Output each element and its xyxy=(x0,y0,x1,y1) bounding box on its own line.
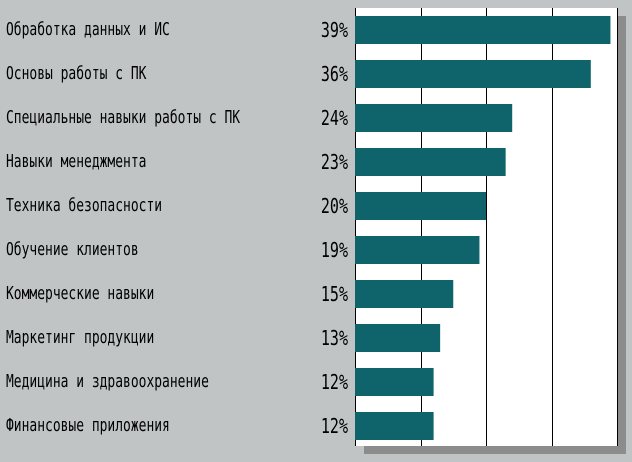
value-label: 12% xyxy=(320,370,348,394)
bar xyxy=(355,236,480,264)
value-label: 23% xyxy=(320,150,348,174)
category-label: Техника безопасности xyxy=(6,195,163,216)
bar xyxy=(355,324,441,352)
value-label: 39% xyxy=(320,18,348,42)
bar xyxy=(355,60,591,88)
bar xyxy=(355,192,486,220)
value-label: 24% xyxy=(320,106,348,130)
value-label: 20% xyxy=(320,194,348,218)
bar xyxy=(355,412,434,440)
category-label: Медицина и здравоохранение xyxy=(6,371,209,392)
bar xyxy=(355,368,434,396)
category-label: Специальные навыки работы с ПК xyxy=(6,107,241,128)
bar xyxy=(355,148,506,176)
value-label: 15% xyxy=(320,282,348,306)
bar xyxy=(355,280,454,308)
category-label: Навыки менеджмента xyxy=(6,151,147,172)
value-label: 13% xyxy=(320,326,348,350)
bar xyxy=(355,16,611,44)
category-label: Финансовые приложения xyxy=(6,415,170,436)
value-label: 19% xyxy=(320,238,348,262)
value-label: 36% xyxy=(320,62,348,86)
category-label: Маркетинг продукции xyxy=(6,327,155,348)
category-label: Коммерческие навыки xyxy=(6,283,155,304)
bar xyxy=(355,104,513,132)
category-label: Основы работы с ПК xyxy=(6,63,147,84)
category-label: Обработка данных и ИС xyxy=(6,19,170,40)
value-label: 12% xyxy=(320,414,348,438)
category-label: Обучение клиентов xyxy=(6,239,139,260)
